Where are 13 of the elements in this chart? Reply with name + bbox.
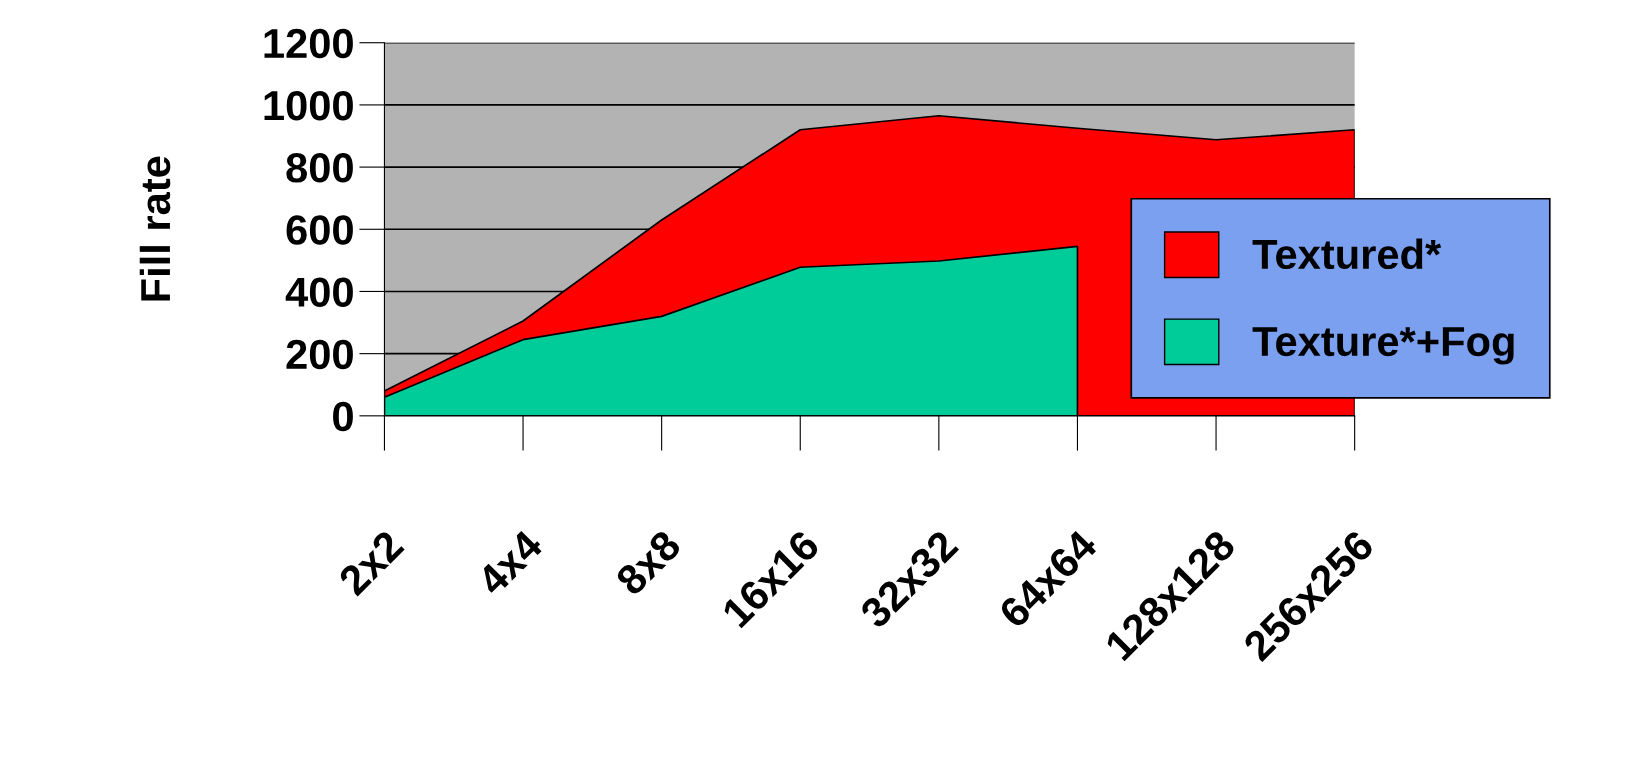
x-tick-label: 2x2	[337, 528, 405, 597]
x-tick-label: 4x4	[475, 528, 545, 597]
y-tick-label: 800	[286, 153, 353, 183]
legend-label: Texture*+Fog	[1252, 327, 1514, 365]
y-tick-label: 600	[286, 215, 353, 245]
legend-label: Textured*	[1252, 238, 1442, 270]
y-axis-title: Fill rate	[139, 156, 171, 301]
y-tick-label: 1000	[264, 90, 353, 121]
y-tick-label: 400	[285, 277, 353, 307]
y-tick-label: 0	[333, 401, 353, 432]
y-tick-label: 200	[286, 339, 353, 370]
x-tick-label: 8x8	[614, 528, 683, 597]
y-tick-label: 1200	[264, 28, 353, 59]
